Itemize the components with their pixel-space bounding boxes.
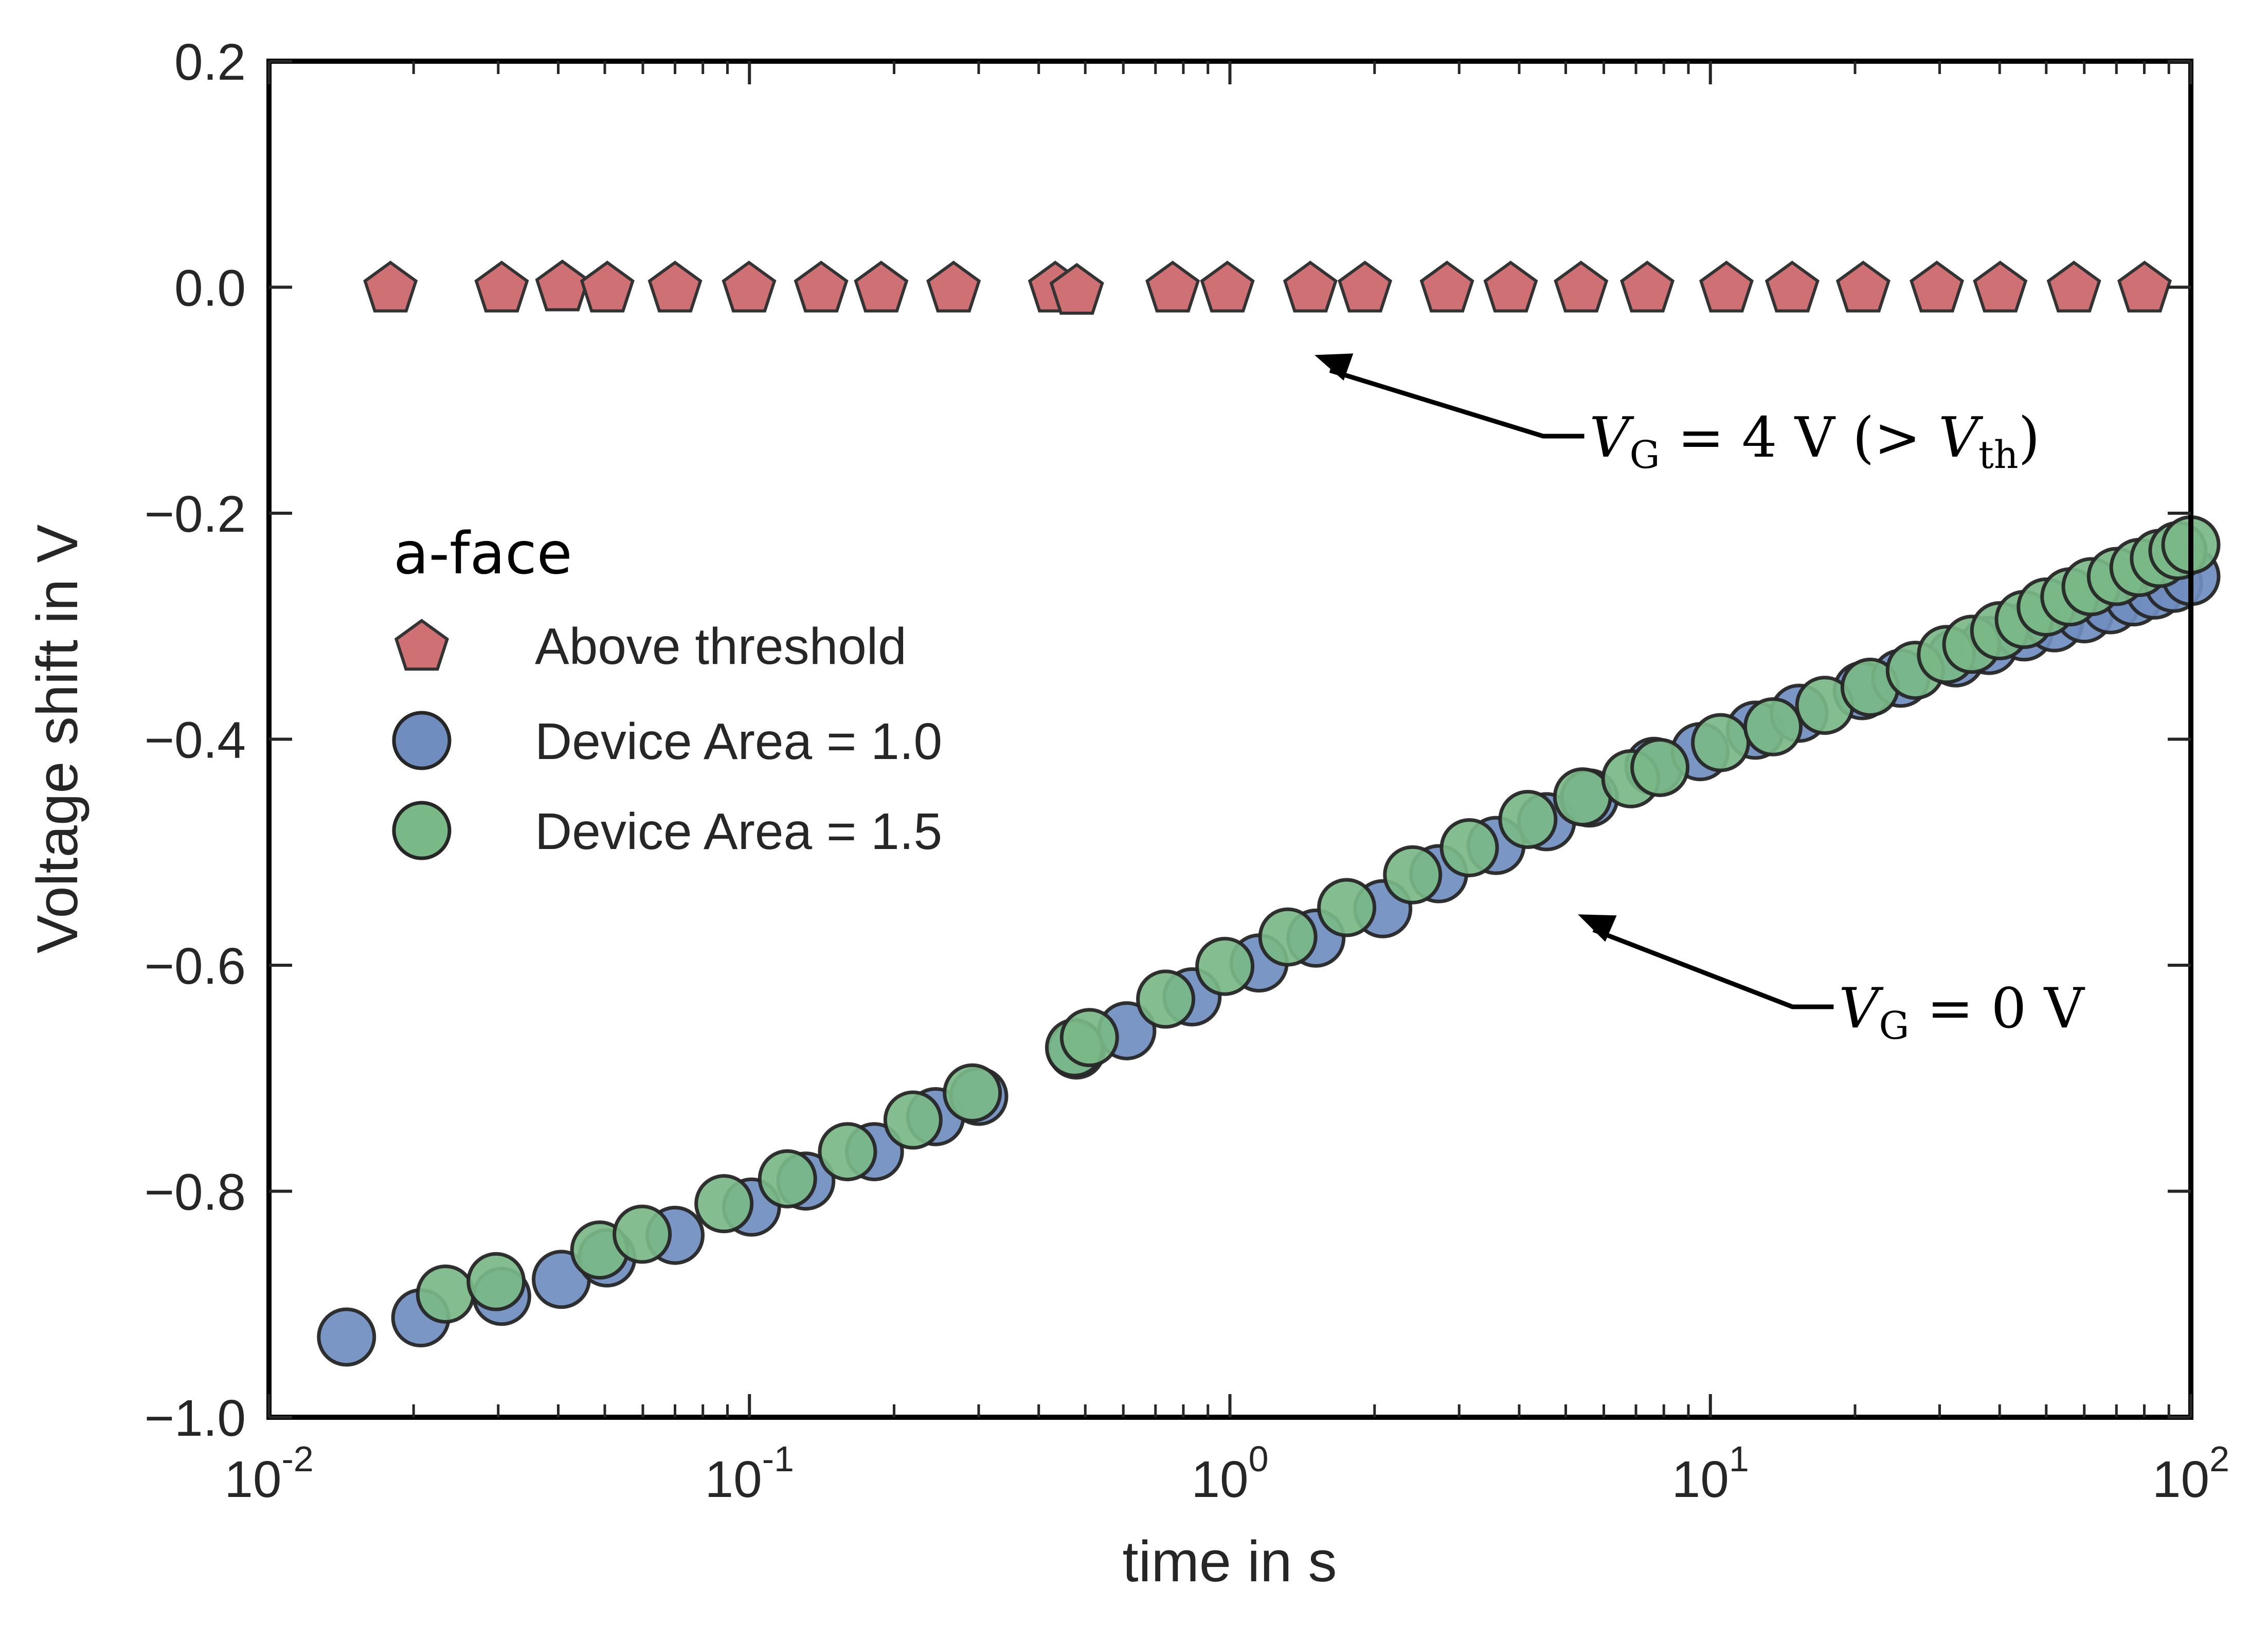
pentagon-point [1699, 260, 1754, 313]
x-tick-base: 10 [2152, 1451, 2209, 1508]
circle-point [1059, 1008, 1119, 1068]
annotation-label: VG = 0 V [1839, 977, 2085, 1048]
x-tick-base: 10 [224, 1451, 281, 1508]
pentagon-point [535, 259, 590, 312]
x-tick-label: 10-1 [705, 1439, 794, 1508]
circle-point [1317, 878, 1377, 937]
annotation-arrow-line [1329, 368, 1585, 439]
annotation-arrowhead-icon [1315, 353, 1354, 381]
annotation-subscript: G [1879, 1004, 1909, 1048]
pentagon-point [1835, 260, 1891, 313]
legend-label: Device Area = 1.0 [535, 713, 942, 770]
pentagon-point [1338, 260, 1393, 313]
x-axis-title: time in s [1123, 1529, 1337, 1594]
pentagon-point [926, 260, 981, 313]
annotation-var: V [1589, 406, 1634, 470]
circle-point [317, 1307, 376, 1367]
annotation-arrow-line [1592, 927, 1834, 1009]
circle-point [466, 1252, 526, 1311]
annotation-subscript: G [1629, 433, 1660, 477]
circle-point [1498, 790, 1558, 850]
annotation-subscript: th [1978, 433, 2018, 477]
pentagon-point [1973, 260, 2028, 313]
circle-point [1383, 845, 1443, 905]
pentagon-point [854, 260, 909, 313]
x-tick-exponent: -2 [281, 1439, 313, 1479]
circle-point [416, 1264, 475, 1324]
circle-point [1691, 713, 1751, 772]
pentagon-point [474, 260, 529, 313]
x-tick-label: 101 [1672, 1439, 1749, 1508]
x-tick-exponent: 2 [2209, 1439, 2229, 1479]
circle-point [883, 1090, 943, 1150]
pentagon-point [1910, 260, 1965, 313]
x-tick-label: 10-2 [224, 1439, 313, 1508]
legend-title: a-face [393, 520, 572, 587]
x-tick-base: 10 [1191, 1451, 1248, 1508]
annotation-label: VG = 4 V (> Vth) [1589, 406, 2040, 477]
y-tick-label: −0.8 [145, 1164, 246, 1221]
pentagon-point [1554, 260, 1609, 313]
circle-point [1743, 697, 1803, 756]
y-tick-label: −0.2 [145, 485, 246, 543]
legend: a-face Above threshold Device Area = 1.0 D… [392, 520, 942, 860]
pentagon-point [580, 260, 635, 313]
circle-point [758, 1149, 817, 1208]
y-tick-label: −0.4 [145, 712, 246, 769]
pentagon-point [794, 260, 849, 313]
y-tick-label: 0.0 [174, 260, 246, 317]
pentagon-point [722, 260, 777, 313]
pentagon-point [2046, 260, 2101, 313]
y-axis-title: Voltage shift in V [25, 525, 89, 954]
pentagon-point [1049, 263, 1104, 315]
circle-point [1258, 907, 1318, 967]
x-tick-exponent: -1 [762, 1439, 794, 1479]
x-tick-base: 10 [705, 1451, 762, 1508]
pentagon-point [1483, 260, 1538, 313]
annotation-arrowhead-icon [1578, 914, 1617, 942]
pentagon-point [363, 260, 418, 313]
annotation-var: V [1938, 406, 1984, 470]
axis-ticks: 0.20.0−0.2−0.4−0.6−0.8−1.010-2 10-1 100 101… [145, 33, 2230, 1508]
annotation-var: V [1839, 977, 1884, 1041]
pentagon-point [647, 260, 703, 313]
annotation-text: = 4 V (> [1660, 406, 1938, 470]
x-tick-label: 102 [2152, 1439, 2229, 1508]
x-tick-exponent: 0 [1249, 1439, 1269, 1479]
pentagon-point [1419, 260, 1474, 313]
annotation-text: = 0 V [1909, 977, 2085, 1041]
circle-point [1136, 969, 1196, 1029]
pentagon-point [1620, 260, 1675, 313]
legend-circle-icon [392, 801, 452, 860]
circle-point [1195, 936, 1255, 996]
y-tick-label: 0.2 [174, 33, 246, 91]
pentagon-point [2117, 260, 2172, 313]
y-tick-label: −1.0 [145, 1389, 246, 1447]
x-tick-label: 100 [1191, 1439, 1268, 1508]
pentagon-point [1200, 260, 1255, 313]
annotation-text: ) [2019, 406, 2040, 470]
x-tick-base: 10 [1672, 1451, 1729, 1508]
legend-label: Device Area = 1.5 [535, 803, 942, 860]
legend-circle-icon [392, 711, 452, 770]
circle-point [943, 1063, 1002, 1123]
circle-point [1630, 737, 1690, 797]
circle-point [1439, 818, 1499, 877]
circle-point [613, 1204, 672, 1264]
pentagon-point [1765, 260, 1820, 313]
legend-label: Above threshold [535, 618, 907, 675]
circle-point [818, 1122, 877, 1182]
pentagon-point [1283, 260, 1338, 313]
pentagon-point [1145, 260, 1200, 313]
legend-pentagon-icon [394, 619, 449, 671]
y-tick-label: −0.6 [145, 937, 246, 995]
circle-point [694, 1174, 754, 1234]
x-tick-exponent: 1 [1729, 1439, 1749, 1479]
annotations: VG = 4 V (> Vth)VG = 0 V [1315, 353, 2085, 1048]
